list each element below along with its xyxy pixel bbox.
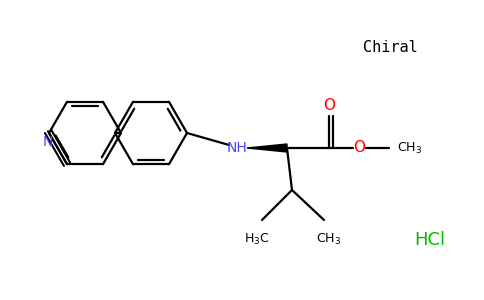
Text: H$_3$C: H$_3$C [244,232,270,247]
Polygon shape [247,144,287,152]
Text: O: O [353,140,365,155]
Text: NH: NH [227,141,247,155]
Text: N: N [43,135,53,149]
Text: HCl: HCl [414,231,446,249]
Text: CH$_3$: CH$_3$ [397,140,422,155]
Text: O: O [323,98,335,113]
Text: CH$_3$: CH$_3$ [317,232,342,247]
Text: Chiral: Chiral [363,40,417,56]
